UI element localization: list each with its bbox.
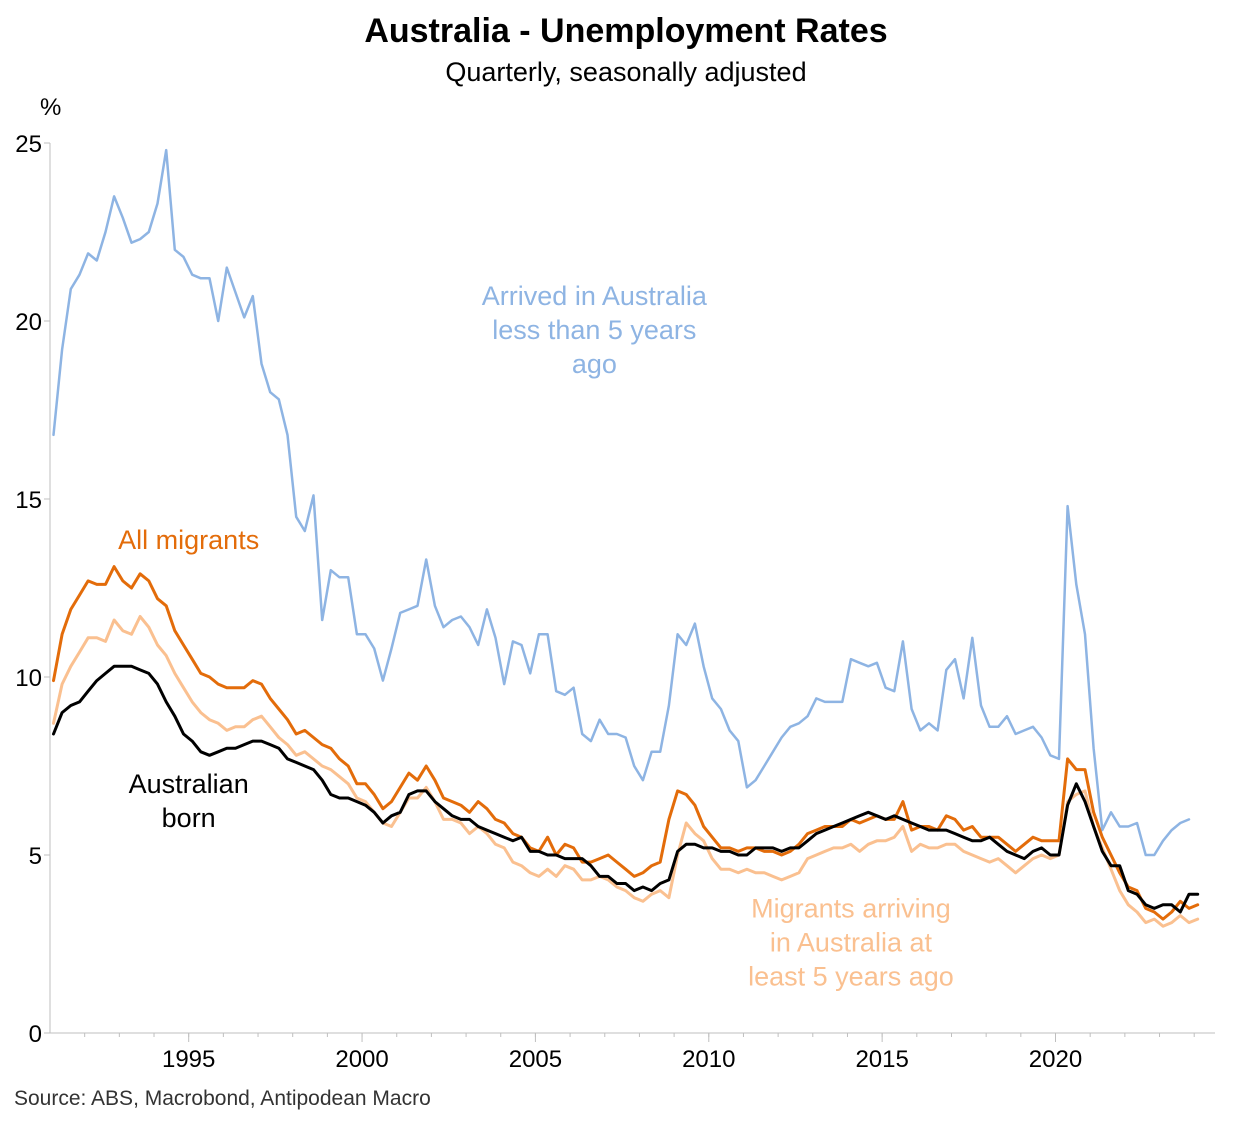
- y-tick-label: 15: [15, 487, 42, 514]
- series-label-1: All migrants: [118, 525, 259, 555]
- y-tick-label: 20: [15, 309, 42, 336]
- series-label-line: Migrants arriving: [751, 893, 951, 923]
- series-label-line: ago: [572, 349, 617, 379]
- series-label-3: Australian born: [129, 769, 249, 833]
- series-labels: Arrived in Australia less than 5 years ago…: [118, 281, 954, 991]
- y-tick-label: 25: [15, 131, 42, 158]
- series-label-line: in Australia at: [770, 927, 933, 957]
- series-label-line: least 5 years ago: [748, 961, 954, 991]
- x-tick-label: 2000: [335, 1046, 388, 1073]
- x-tick-label: 2010: [682, 1046, 735, 1073]
- series-line-0: [52, 148, 1191, 857]
- x-tick-label: 2015: [855, 1046, 908, 1073]
- x-axis: 1995 2000 2005 2010 2015 2020: [50, 1032, 1215, 1073]
- chart-title: Australia - Unemployment Rates: [364, 12, 887, 50]
- series-line-3: [52, 664, 1200, 914]
- y-tick-label: 10: [15, 665, 42, 692]
- series-line-2: [52, 615, 1200, 928]
- y-axis-unit-label: %: [40, 94, 61, 121]
- x-tick-label: 2005: [509, 1046, 562, 1073]
- series-line-1: [52, 565, 1200, 921]
- source-note: Source: ABS, Macrobond, Antipodean Macro: [14, 1087, 431, 1110]
- series-label-line: Arrived in Australia: [482, 281, 708, 311]
- series-label-line: All migrants: [118, 525, 259, 555]
- x-tick-label: 1995: [162, 1046, 215, 1073]
- chart-subtitle: Quarterly, seasonally adjusted: [445, 57, 806, 87]
- y-tick-label: 0: [29, 1021, 42, 1048]
- series-label-line: less than 5 years: [492, 315, 696, 345]
- series-label-0: Arrived in Australia less than 5 years ago: [482, 281, 708, 379]
- y-tick-label: 5: [29, 843, 42, 870]
- series-label-line: Australian: [129, 769, 249, 799]
- x-tick-label: 2020: [1029, 1046, 1082, 1073]
- series-label-2: Migrants arriving in Australia at least 5 …: [748, 893, 954, 991]
- y-axis: 0 5 10 15 20 25: [15, 131, 51, 1048]
- series-layer: [52, 148, 1200, 928]
- series-label-line: born: [162, 803, 216, 833]
